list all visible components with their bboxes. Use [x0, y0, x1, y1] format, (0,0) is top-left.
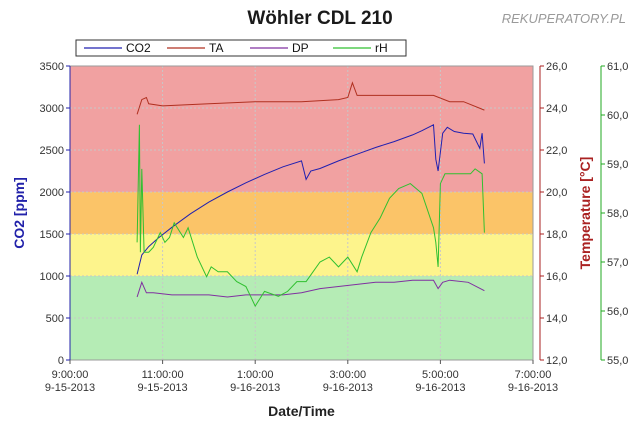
- legend-label-rh: rH: [375, 41, 388, 55]
- rh-tick-label: 60,0: [607, 110, 628, 122]
- chart-title: Wöhler CDL 210: [247, 8, 393, 29]
- co2-tick-label: 3000: [40, 103, 64, 115]
- x-tick-date-label: 9-16-2013: [508, 382, 558, 394]
- rh-tick-label: 56,0: [607, 306, 628, 318]
- temperature-tick-label: 12,0: [546, 355, 567, 367]
- temperature-tick-label: 20,0: [546, 187, 567, 199]
- x-tick-date-label: 9-16-2013: [323, 382, 373, 394]
- rh-tick-label: 57,0: [607, 257, 628, 269]
- band-0: [70, 66, 533, 192]
- series-dp-line: [136, 279, 485, 298]
- x-tick-time-label: 9:00:00: [52, 369, 89, 381]
- co2-tick-label: 2000: [40, 187, 64, 199]
- watermark-text: REKUPERATORY.PL: [501, 11, 626, 26]
- temperature-tick-label: 22,0: [546, 145, 567, 157]
- legend-box: [75, 39, 407, 57]
- legend-label-co2: CO2: [126, 41, 151, 55]
- temperature-tick-label: 24,0: [546, 103, 567, 115]
- series-rh-line: [136, 124, 485, 308]
- series-ta-line: [136, 81, 485, 115]
- co2-tick-label: 1000: [40, 271, 64, 283]
- x-tick-time-label: 1:00:00: [237, 369, 274, 381]
- x-tick-date-label: 9-15-2013: [138, 382, 188, 394]
- co2-axis-label: CO2 [ppm]: [11, 177, 27, 249]
- temperature-tick-label: 26,0: [546, 61, 567, 73]
- x-tick-date-label: 9-16-2013: [230, 382, 280, 394]
- legend-label-dp: DP: [292, 41, 309, 55]
- x-tick-time-label: 7:00:00: [515, 369, 552, 381]
- x-tick-time-label: 5:00:00: [422, 369, 459, 381]
- temperature-tick-label: 16,0: [546, 271, 567, 283]
- co2-tick-label: 0: [58, 355, 64, 367]
- rh-tick-label: 59,0: [607, 159, 628, 171]
- x-tick-time-label: 3:00:00: [329, 369, 366, 381]
- co2-tick-label: 1500: [40, 229, 64, 241]
- temperature-axis-label: Temperature [°C]: [577, 157, 593, 270]
- x-axis-label: Date/Time: [268, 403, 335, 419]
- temperature-tick-label: 14,0: [546, 313, 567, 325]
- co2-tick-label: 500: [46, 313, 64, 325]
- series-co2-line: [136, 124, 485, 275]
- rh-tick-label: 58,0: [607, 208, 628, 220]
- band-1: [70, 192, 533, 234]
- co2-tick-label: 2500: [40, 145, 64, 157]
- temperature-tick-label: 18,0: [546, 229, 567, 241]
- rh-tick-label: 55,0: [607, 355, 628, 367]
- x-tick-date-label: 9-15-2013: [45, 382, 95, 394]
- legend-label-ta: TA: [209, 41, 223, 55]
- x-tick-date-label: 9-16-2013: [415, 382, 465, 394]
- x-tick-time-label: 11:00:00: [142, 369, 184, 381]
- band-2: [70, 234, 533, 276]
- rh-tick-label: 61,0: [607, 61, 628, 73]
- co2-tick-label: 3500: [40, 61, 64, 73]
